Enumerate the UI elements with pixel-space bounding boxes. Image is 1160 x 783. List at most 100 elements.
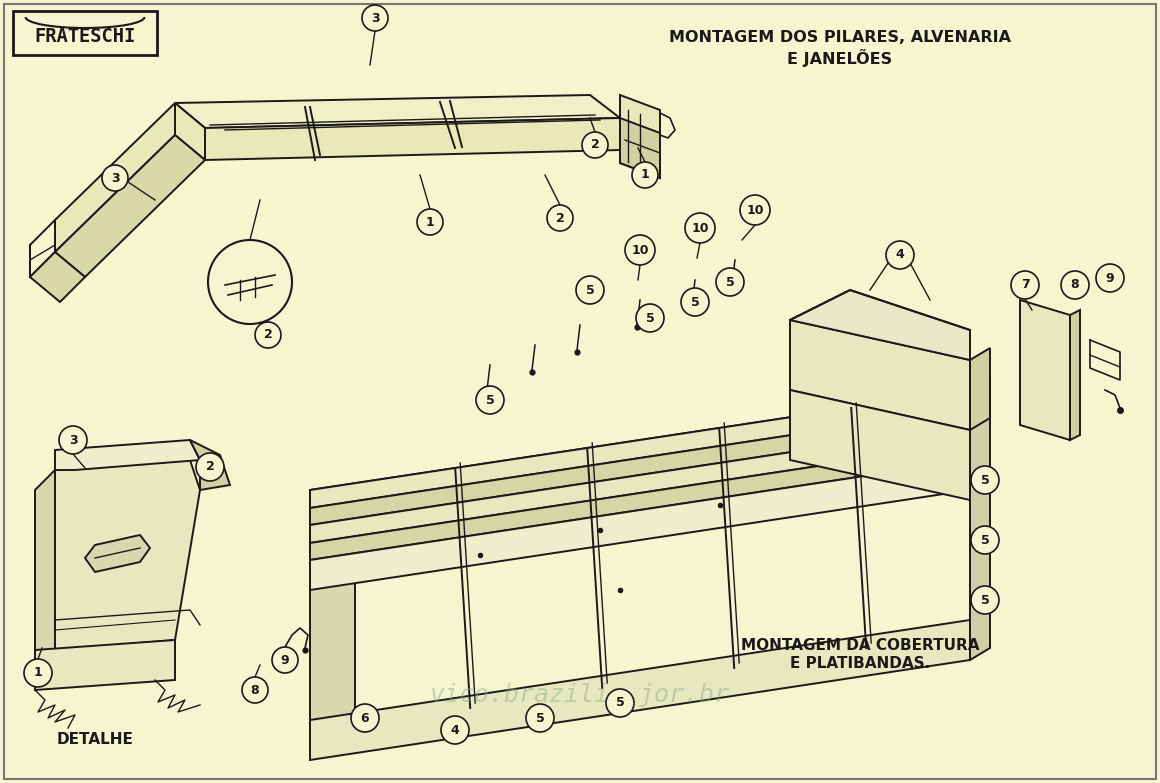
Text: 5: 5 (486, 394, 494, 406)
Text: 5: 5 (646, 312, 654, 324)
Circle shape (1061, 271, 1089, 299)
Text: 10: 10 (691, 222, 709, 234)
Text: MONTAGEM DA COBERTURA: MONTAGEM DA COBERTURA (741, 637, 979, 652)
Text: 7: 7 (1021, 279, 1029, 291)
Polygon shape (1070, 310, 1080, 440)
Circle shape (1096, 264, 1124, 292)
Circle shape (476, 386, 503, 414)
Text: FRATESCHI: FRATESCHI (35, 27, 136, 45)
Circle shape (971, 526, 999, 554)
Polygon shape (55, 440, 200, 470)
Polygon shape (790, 390, 970, 500)
Circle shape (548, 205, 573, 231)
Text: 5: 5 (616, 697, 624, 709)
Text: 4: 4 (450, 723, 459, 737)
Polygon shape (190, 440, 230, 490)
Circle shape (441, 716, 469, 744)
Circle shape (886, 241, 914, 269)
Polygon shape (175, 95, 619, 128)
Polygon shape (970, 348, 989, 430)
Circle shape (24, 659, 52, 687)
Text: 5: 5 (536, 712, 544, 724)
Text: 1: 1 (426, 215, 434, 229)
Polygon shape (790, 290, 970, 360)
Text: 6: 6 (361, 712, 369, 724)
Polygon shape (310, 408, 970, 525)
Circle shape (740, 195, 770, 225)
Circle shape (196, 453, 224, 481)
Polygon shape (790, 320, 970, 430)
Text: 5: 5 (690, 295, 699, 309)
Polygon shape (310, 425, 970, 543)
Text: 9: 9 (1105, 272, 1115, 284)
Circle shape (525, 704, 554, 732)
Polygon shape (310, 620, 970, 760)
Circle shape (1012, 271, 1039, 299)
Text: 10: 10 (746, 204, 763, 217)
Circle shape (582, 132, 608, 158)
Text: E JANELÕES: E JANELÕES (788, 49, 892, 67)
Text: 5: 5 (726, 276, 734, 288)
Circle shape (716, 268, 744, 296)
Circle shape (255, 322, 281, 348)
Polygon shape (35, 470, 55, 670)
Circle shape (971, 466, 999, 494)
Text: 2: 2 (590, 139, 600, 151)
Circle shape (242, 677, 268, 703)
Polygon shape (970, 378, 989, 660)
Polygon shape (55, 135, 205, 277)
Circle shape (351, 704, 379, 732)
Polygon shape (55, 103, 175, 252)
Polygon shape (30, 220, 55, 277)
Text: 1: 1 (640, 168, 650, 182)
Polygon shape (85, 535, 150, 572)
Circle shape (681, 288, 709, 316)
Circle shape (686, 213, 715, 243)
Text: 3: 3 (110, 171, 119, 185)
Circle shape (625, 235, 655, 265)
Circle shape (416, 209, 443, 235)
Text: 3: 3 (371, 12, 379, 24)
Circle shape (59, 426, 87, 454)
Text: 1: 1 (34, 666, 43, 680)
Polygon shape (1020, 300, 1070, 440)
Text: DETALHE: DETALHE (57, 733, 133, 748)
Text: 2: 2 (263, 329, 273, 341)
Circle shape (271, 647, 298, 673)
Text: 5: 5 (980, 474, 989, 486)
Polygon shape (310, 390, 970, 508)
Circle shape (971, 586, 999, 614)
Circle shape (362, 5, 387, 31)
Polygon shape (310, 460, 970, 590)
Polygon shape (619, 95, 660, 178)
Polygon shape (310, 443, 970, 560)
Polygon shape (35, 640, 175, 690)
Text: 4: 4 (896, 248, 905, 262)
Circle shape (636, 304, 664, 332)
Text: 2: 2 (556, 211, 565, 225)
Polygon shape (205, 118, 619, 160)
Circle shape (577, 276, 604, 304)
Polygon shape (175, 103, 205, 160)
Text: vico.brazilia.jor.br: vico.brazilia.jor.br (430, 683, 730, 707)
Text: 8: 8 (251, 684, 260, 697)
FancyBboxPatch shape (13, 11, 157, 55)
Circle shape (606, 689, 635, 717)
Circle shape (102, 165, 128, 191)
Circle shape (632, 162, 658, 188)
Text: 5: 5 (980, 533, 989, 547)
Text: 5: 5 (586, 283, 594, 297)
Text: 5: 5 (980, 594, 989, 607)
Text: MONTAGEM DOS PILARES, ALVENARIA: MONTAGEM DOS PILARES, ALVENARIA (669, 31, 1012, 45)
Text: 8: 8 (1071, 279, 1079, 291)
Text: 3: 3 (68, 434, 78, 446)
Text: E PLATIBANDAS.: E PLATIBANDAS. (790, 655, 930, 670)
Polygon shape (310, 530, 355, 735)
Polygon shape (310, 390, 970, 530)
Polygon shape (619, 118, 660, 178)
Polygon shape (55, 460, 200, 650)
Polygon shape (30, 252, 85, 302)
Text: 10: 10 (631, 244, 648, 257)
Text: 9: 9 (281, 654, 289, 666)
Circle shape (208, 240, 292, 324)
